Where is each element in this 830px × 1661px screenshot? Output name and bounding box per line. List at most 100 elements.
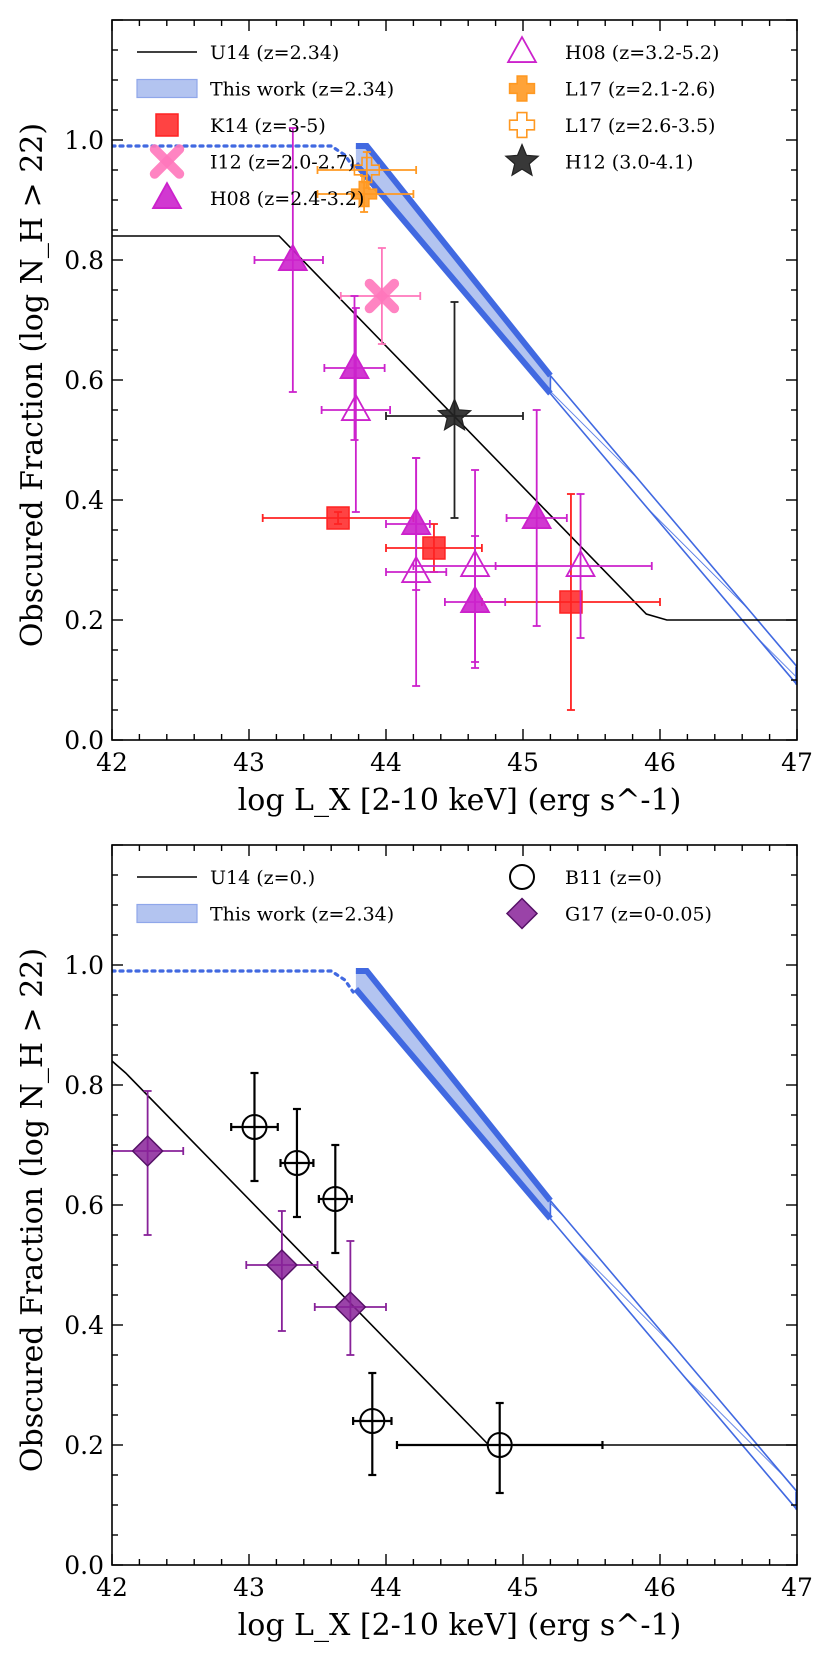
top-point-h08b — [400, 555, 432, 583]
bottom-y-tick-labels: 0.0 0.2 0.4 0.6 0.8 1.0 — [64, 951, 104, 1580]
bottom-data-points — [112, 1071, 604, 1495]
top-legend-label: U14 (z=2.34) — [210, 42, 339, 64]
bottom-xtick-label: 46 — [644, 1573, 676, 1602]
top-point-h08a — [521, 501, 553, 529]
bottom-band-hatch-upper-edge — [549, 1200, 797, 1493]
top-point-h08a — [339, 351, 370, 379]
top-legend-label: H08 (z=3.2-5.2) — [565, 42, 719, 64]
bottom-legend: U14 (z=0.) This work (z=2.34) B11 (z=0) … — [136, 864, 712, 930]
top-band-hatched-fill — [550, 375, 797, 685]
bottom-xtick-label: 47 — [781, 1573, 813, 1602]
bottom-legend-marker-b11 — [509, 864, 535, 890]
top-legend-entry-k14: K14 (z=3-5) — [155, 113, 326, 137]
bottom-y-axis-title: Obscured Fraction (log N_H > 22) — [15, 948, 50, 1472]
bottom-band-lower-edge — [353, 987, 553, 1221]
top-point-k14 — [422, 536, 446, 560]
top-point-l17b — [353, 156, 381, 184]
top-band-lower-edge — [353, 162, 553, 396]
top-legend-marker-i12 — [149, 144, 185, 179]
bottom-x-tick-labels: 42 43 44 45 46 47 — [96, 1573, 813, 1602]
top-point-h08a — [277, 243, 309, 271]
top-point-h08b — [459, 549, 491, 577]
bottom-point-b11 — [486, 1432, 513, 1458]
bottom-ytick-label: 0.4 — [64, 1311, 104, 1340]
bottom-legend-label: This work (z=2.34) — [210, 904, 394, 926]
top-xtick-label: 47 — [781, 748, 813, 777]
bottom-point-g17 — [265, 1248, 298, 1282]
bottom-ytick-label: 1.0 — [64, 951, 104, 980]
top-band-dotted-extension — [112, 144, 355, 169]
bottom-band-hatch-lower-edge — [549, 1218, 797, 1511]
top-ytick-label: 0.8 — [64, 246, 104, 275]
top-errorbar-h08b — [320, 307, 392, 513]
top-data-points — [253, 127, 661, 711]
bottom-point-b11 — [322, 1186, 349, 1212]
top-panel: 42 43 44 45 46 47 0.0 0.2 0.4 0.6 0.8 1.… — [15, 19, 813, 818]
top-legend-entry-h08b: H08 (z=3.2-5.2) — [506, 35, 719, 64]
top-band-hatch-lower-edge — [549, 393, 797, 686]
top-legend-entry-h12: H12 (3.0-4.1) — [504, 142, 693, 177]
top-series-k14 — [261, 493, 661, 711]
bottom-legend-entry-b11: B11 (z=0) — [509, 864, 662, 890]
top-legend-entry-h08a: H08 (z=2.4-3.2) — [151, 181, 364, 210]
bottom-xtick-label: 42 — [96, 1573, 128, 1602]
top-legend-label: L17 (z=2.6-3.5) — [565, 115, 715, 137]
top-point-h08b — [565, 549, 596, 577]
bottom-u14-line — [112, 1060, 797, 1446]
top-plot-clip-group — [112, 127, 797, 711]
bottom-series-g17 — [112, 1090, 387, 1356]
bottom-errorbar-b11 — [230, 1071, 279, 1183]
top-xtick-label: 43 — [233, 748, 265, 777]
top-point-l17a — [350, 180, 378, 208]
bottom-xtick-label: 45 — [507, 1573, 539, 1602]
top-legend-label: H08 (z=2.4-3.2) — [210, 188, 364, 210]
bottom-point-b11 — [283, 1150, 310, 1176]
bottom-ytick-label: 0.6 — [64, 1191, 104, 1220]
top-point-k14 — [326, 506, 350, 530]
bottom-x-axis-title: log L_X [2-10 keV] (erg s^-1) — [238, 1608, 682, 1643]
top-band-hatch-upper-edge — [549, 375, 797, 668]
top-point-h12 — [436, 397, 473, 432]
top-legend: U14 (z=2.34) This work (z=2.34) K14 (z=3… — [136, 35, 719, 210]
bottom-band-dotted-extension — [112, 969, 355, 994]
top-xtick-label: 45 — [507, 748, 539, 777]
top-x-axis-title: log L_X [2-10 keV] (erg s^-1) — [238, 783, 682, 818]
bottom-series-b11 — [230, 1071, 604, 1495]
top-legend-entry-l17a: L17 (z=2.1-2.6) — [508, 75, 715, 102]
top-ytick-label: 0.2 — [64, 606, 104, 635]
top-legend-marker-l17a — [508, 75, 536, 102]
top-legend-entry-l17b: L17 (z=2.6-3.5) — [508, 111, 715, 139]
top-legend-label: L17 (z=2.1-2.6) — [565, 79, 715, 101]
bottom-legend-entry-g17: G17 (z=0-0.05) — [505, 897, 712, 930]
top-xtick-label: 44 — [370, 748, 402, 777]
bottom-xtick-label: 44 — [370, 1573, 402, 1602]
bottom-point-b11 — [359, 1408, 386, 1434]
bottom-ytick-label: 0.0 — [64, 1551, 104, 1580]
top-y-tick-labels: 0.0 0.2 0.4 0.6 0.8 1.0 — [64, 126, 104, 755]
top-legend-label: H12 (3.0-4.1) — [565, 152, 693, 174]
top-xtick-label: 46 — [644, 748, 676, 777]
bottom-xtick-label: 43 — [233, 1573, 265, 1602]
bottom-errorbar-b11 — [395, 1401, 604, 1495]
bottom-axis-ticks — [111, 844, 798, 1566]
top-ytick-label: 0.0 — [64, 726, 104, 755]
top-axis-ticks — [111, 19, 798, 741]
bottom-ytick-label: 0.2 — [64, 1431, 104, 1460]
bottom-ytick-label: 0.8 — [64, 1071, 104, 1100]
top-x-tick-labels: 42 43 44 45 46 47 — [96, 748, 813, 777]
bottom-errorbar-b11 — [279, 1107, 315, 1219]
bottom-errorbar-b11 — [317, 1143, 353, 1255]
top-band-upper-edge — [355, 143, 553, 378]
top-point-k14 — [559, 590, 583, 614]
top-u14-line — [112, 235, 797, 621]
top-xtick-label: 42 — [96, 748, 128, 777]
top-legend-entry-band: This work (z=2.34) — [136, 79, 394, 101]
top-series-l17b — [316, 151, 418, 189]
top-series-i12 — [339, 247, 422, 345]
bottom-band-upper-edge — [355, 968, 553, 1203]
bottom-point-g17 — [334, 1290, 367, 1324]
bottom-legend-swatch-band — [136, 903, 198, 924]
top-y-axis-title: Obscured Fraction (log N_H > 22) — [15, 123, 50, 647]
top-legend-label: I12 (z=2.0-2.7) — [210, 152, 355, 174]
